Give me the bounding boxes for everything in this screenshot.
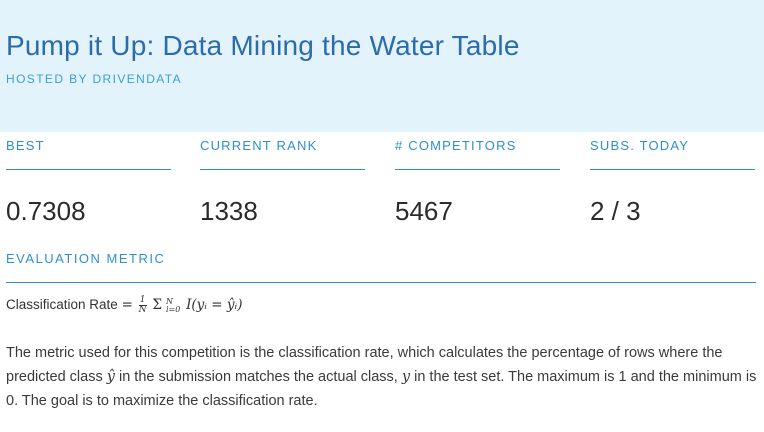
- fraction-denominator: N: [138, 305, 147, 315]
- sum-upper: N: [165, 296, 173, 306]
- formula-label: Classification Rate: [6, 297, 118, 313]
- fraction-numerator: 1: [138, 295, 147, 306]
- divider: [395, 169, 560, 170]
- divider: [590, 169, 755, 170]
- divider: [6, 169, 171, 170]
- competition-title: Pump it Up: Data Mining the Water Table: [6, 30, 520, 61]
- stat-value: 5467: [395, 196, 453, 226]
- evaluation-metric-heading: EVALUATION METRIC: [6, 251, 166, 266]
- stat-label: # COMPETITORS: [395, 138, 517, 153]
- stat-label: BEST: [6, 138, 45, 153]
- metric-description: The metric used for this competition is …: [6, 341, 758, 413]
- formula-expression: I(yᵢ = ŷᵢ): [186, 297, 243, 314]
- stat-value: 0.7308: [6, 196, 86, 226]
- host-label: HOSTED BY DRIVENDATA: [6, 72, 183, 86]
- competition-header: Pump it Up: Data Mining the Water Table …: [0, 0, 764, 132]
- stat-value: 1338: [200, 196, 258, 226]
- sum-lower: i=0: [165, 304, 181, 314]
- sum-limits: N i=0: [165, 296, 181, 314]
- sum-symbol: Σ: [152, 297, 163, 314]
- metric-formula: Classification Rate = 1 N Σ N i=0 I(yᵢ =…: [6, 296, 243, 315]
- predicted-class-symbol: ŷ: [106, 369, 115, 385]
- formula-equals: =: [121, 297, 133, 314]
- stat-label: CURRENT RANK: [200, 138, 318, 153]
- actual-class-symbol: y: [401, 369, 411, 385]
- stat-value: 2 / 3: [590, 196, 641, 226]
- formula-fraction: 1 N: [138, 295, 147, 315]
- description-text: The metric used for this competition is …: [6, 345, 723, 385]
- description-text: in the submission matches the actual cla…: [118, 369, 398, 385]
- stats-row: BEST 0.7308 CURRENT RANK 1338 # COMPETIT…: [0, 132, 764, 244]
- description-text: in the test set. The maximum is 1 and th…: [6, 369, 757, 409]
- divider: [6, 282, 756, 283]
- stat-label: SUBS. TODAY: [590, 138, 690, 153]
- divider: [200, 169, 365, 170]
